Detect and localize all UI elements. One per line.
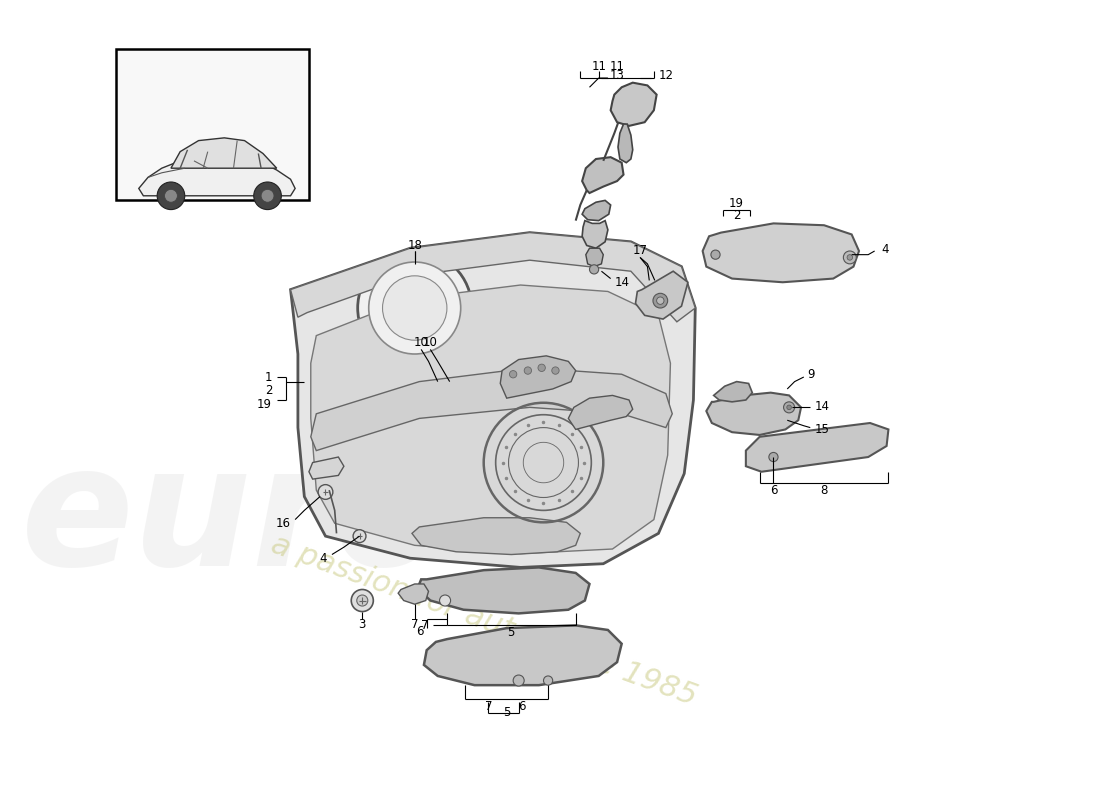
Text: 6: 6 [770, 484, 778, 497]
Polygon shape [636, 271, 688, 319]
Polygon shape [582, 157, 624, 193]
Text: 8: 8 [821, 484, 827, 497]
Text: 18: 18 [407, 239, 422, 252]
Circle shape [525, 367, 531, 374]
Polygon shape [610, 82, 657, 126]
Circle shape [653, 294, 668, 308]
Polygon shape [703, 223, 859, 282]
Text: 11: 11 [591, 59, 606, 73]
Polygon shape [309, 457, 344, 479]
Polygon shape [290, 233, 695, 567]
Circle shape [157, 182, 185, 210]
Circle shape [353, 530, 366, 542]
Text: 13: 13 [609, 69, 625, 82]
Circle shape [351, 590, 373, 611]
Text: 9: 9 [807, 368, 815, 381]
Polygon shape [569, 395, 632, 430]
Circle shape [844, 251, 856, 264]
Polygon shape [746, 423, 889, 472]
Polygon shape [311, 368, 672, 450]
Polygon shape [586, 248, 603, 266]
Text: 2: 2 [733, 209, 740, 222]
Polygon shape [582, 200, 610, 221]
Text: 14: 14 [815, 400, 829, 413]
Circle shape [552, 367, 559, 374]
Text: 7: 7 [411, 618, 418, 631]
Circle shape [254, 182, 282, 210]
Text: 7: 7 [421, 619, 429, 632]
Polygon shape [398, 584, 429, 604]
Circle shape [440, 595, 451, 606]
Polygon shape [582, 221, 608, 248]
Bar [116, 49, 309, 200]
Text: 6: 6 [518, 700, 526, 713]
Text: 2: 2 [265, 384, 272, 398]
Text: 10: 10 [414, 337, 429, 350]
Polygon shape [139, 158, 295, 196]
Text: 10: 10 [422, 337, 438, 350]
Circle shape [786, 405, 791, 410]
Text: 12: 12 [659, 69, 673, 82]
Circle shape [261, 190, 274, 202]
Circle shape [783, 402, 794, 413]
Text: 3: 3 [359, 618, 366, 631]
Polygon shape [706, 393, 801, 435]
Circle shape [657, 297, 664, 304]
Text: a passion for auto since 1985: a passion for auto since 1985 [266, 530, 701, 711]
Circle shape [769, 453, 778, 462]
Text: 6: 6 [417, 626, 424, 638]
Text: 19: 19 [257, 398, 272, 411]
Circle shape [165, 190, 177, 202]
Text: 1: 1 [265, 370, 272, 383]
Circle shape [538, 364, 546, 371]
Polygon shape [500, 356, 575, 398]
Polygon shape [290, 233, 695, 322]
Polygon shape [618, 124, 632, 162]
Circle shape [318, 485, 333, 499]
Polygon shape [418, 567, 590, 614]
Text: 11: 11 [609, 59, 625, 73]
Text: 5: 5 [503, 706, 510, 719]
Circle shape [383, 276, 447, 340]
Text: 4: 4 [881, 242, 889, 256]
Text: 16: 16 [275, 517, 290, 530]
Circle shape [358, 251, 472, 365]
Circle shape [509, 370, 517, 378]
Circle shape [368, 262, 461, 354]
Polygon shape [424, 626, 622, 685]
Text: 17: 17 [632, 245, 648, 258]
Text: 15: 15 [815, 423, 829, 436]
Text: euro: euro [21, 438, 450, 601]
Text: 19: 19 [729, 197, 745, 210]
Polygon shape [311, 285, 670, 554]
Text: 5: 5 [507, 626, 515, 639]
Text: 14: 14 [614, 276, 629, 289]
Polygon shape [170, 138, 277, 168]
Circle shape [847, 254, 852, 260]
Text: 4: 4 [320, 552, 328, 565]
Polygon shape [412, 518, 581, 554]
Circle shape [711, 250, 720, 259]
Polygon shape [714, 382, 752, 402]
Text: 7: 7 [485, 700, 492, 713]
Circle shape [513, 675, 525, 686]
Circle shape [543, 676, 552, 685]
Circle shape [356, 595, 367, 606]
Circle shape [590, 265, 598, 274]
